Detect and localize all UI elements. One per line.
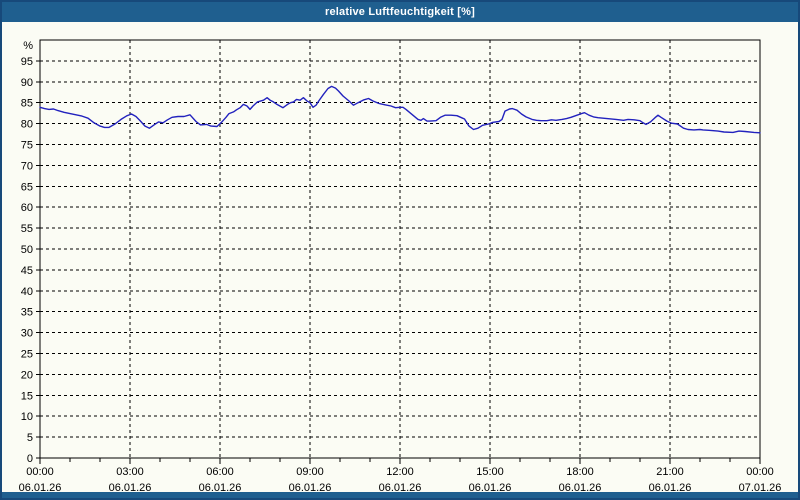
x-axis-time-label: 12:00	[386, 466, 414, 478]
x-axis-date-label: 06.01.26	[559, 482, 602, 492]
bottom-bar	[2, 492, 798, 498]
humidity-chart: 0 5 10 15 20 25 30 35 40 45 50 55 60 65 70 75 80 85 90 95% 0…	[2, 22, 798, 494]
y-axis-label: 95	[21, 56, 33, 68]
y-axis-label: 35	[21, 307, 33, 319]
y-axis-label: 20	[21, 369, 33, 381]
y-axis-label: 90	[21, 77, 33, 89]
x-axis-date-label: 06.01.26	[289, 482, 332, 492]
y-axis-label: 80	[21, 119, 33, 131]
x-axis-date-label: 06.01.26	[109, 482, 152, 492]
x-axis-time-label: 00:00	[746, 466, 774, 478]
x-axis-date-label: 06.01.26	[379, 482, 422, 492]
x-axis-time-label: 09:00	[296, 466, 324, 478]
y-axis-label: 85	[21, 98, 33, 110]
x-axis-time-label: 21:00	[656, 466, 684, 478]
y-axis-label: 15	[21, 390, 33, 402]
y-axis-label: 50	[21, 244, 33, 256]
x-axis-time-label: 03:00	[116, 466, 144, 478]
y-axis-unit-label: %	[23, 40, 33, 52]
x-axis-time-label: 00:00	[26, 466, 54, 478]
y-axis-label: 70	[21, 160, 33, 172]
x-axis-date-label: 06.01.26	[19, 482, 62, 492]
x-axis-date-label: 07.01.26	[739, 482, 782, 492]
y-axis-label: 0	[27, 453, 33, 465]
x-axis-time-label: 18:00	[566, 466, 594, 478]
x-axis-date-label: 06.01.26	[199, 482, 242, 492]
x-axis-date-label: 06.01.26	[469, 482, 512, 492]
y-axis-label: 5	[27, 432, 33, 444]
y-axis-label: 65	[21, 181, 33, 193]
humidity-series-line	[39, 85, 761, 134]
y-axis-label: 25	[21, 349, 33, 361]
y-axis-label: 40	[21, 286, 33, 298]
y-axis-label: 45	[21, 265, 33, 277]
y-axis-label: 10	[21, 411, 33, 423]
x-axis-time-label: 06:00	[206, 466, 234, 478]
y-axis-label: 55	[21, 223, 33, 235]
window-titlebar: relative Luftfeuchtigkeit [%]	[2, 2, 798, 22]
y-axis-label: 60	[21, 202, 33, 214]
x-axis-time-label: 15:00	[476, 466, 504, 478]
x-axis-date-label: 06.01.26	[649, 482, 692, 492]
y-axis-label: 75	[21, 140, 33, 152]
window-title: relative Luftfeuchtigkeit [%]	[324, 6, 476, 18]
y-axis-label: 30	[21, 328, 33, 340]
humidity-chart-canvas: 0 5 10 15 20 25 30 35 40 45 50 55 60 65 70 75 80 85 90 95% 0…	[19, 39, 782, 494]
